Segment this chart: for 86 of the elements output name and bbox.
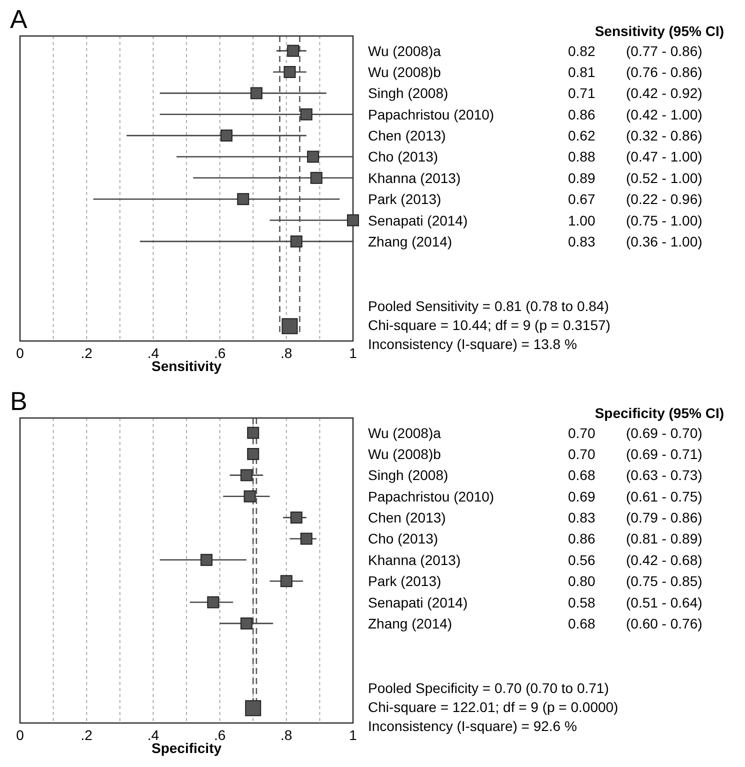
point (290, 235, 302, 248)
point (247, 426, 260, 439)
text: Sensitivity (95% CI) (594, 23, 724, 39)
point (237, 193, 250, 206)
point (245, 700, 262, 716)
point (284, 66, 296, 78)
point (207, 596, 220, 608)
x-tick-label: .2 (80, 345, 93, 361)
point (300, 108, 312, 120)
text: 0.83 (0.36 - 1.00) (568, 233, 702, 250)
y-tick-label: Chen (2013) (368, 510, 446, 526)
point (300, 532, 312, 545)
y-tick-label: Chen (2013) (368, 128, 446, 144)
text: Chi-square = 122.01; df = 9 (p = 0.0000) (368, 699, 618, 715)
point (347, 214, 359, 226)
text: 0.86 (0.42 - 1.00) (568, 106, 702, 122)
text: 0.69 (0.61 - 0.75) (568, 488, 702, 504)
x-tick-label: .6 (214, 345, 226, 361)
y-tick-label: Papachristou (2010) (368, 106, 494, 122)
y-tick-label: Senapati (2014) (368, 594, 468, 610)
text: 0.62 (0.32 - 0.86) (568, 128, 702, 144)
text: 0.56 (0.42 - 0.68) (568, 552, 702, 568)
text: 0.68 (0.63 - 0.73) (568, 467, 702, 484)
x-tick-label: .8 (280, 727, 292, 743)
text: Specificity (95% CI) (594, 405, 724, 421)
text: 0.67 (0.22 - 0.96) (568, 191, 702, 208)
point (290, 512, 302, 524)
x-tick-label: .2 (80, 727, 93, 743)
point (250, 87, 262, 100)
point (287, 44, 300, 57)
text: 0.81 (0.76 - 0.86) (568, 64, 702, 80)
x-tick-label: .8 (280, 345, 292, 361)
y-tick-label: Park (2013) (368, 573, 442, 590)
text: 0.80 (0.75 - 0.85) (568, 573, 702, 590)
point (244, 490, 256, 502)
text: 1.00 (0.75 - 1.00) (568, 212, 702, 228)
y-tick-label: Zhang (2014) (368, 615, 452, 632)
x-tick-label: .4 (147, 345, 160, 361)
text: 0.58 (0.51 - 0.64) (568, 594, 702, 610)
x-tick-label: 1 (349, 345, 358, 361)
y-tick-label: Cho (2013) (368, 530, 438, 547)
text: 0.82 (0.77 - 0.86) (568, 42, 702, 59)
y-tick-label: Wu (2008)b (368, 446, 442, 462)
y-tick-label: Cho (2013) (368, 148, 438, 165)
text: 0.68 (0.60 - 0.76) (568, 615, 702, 632)
text: 0.70 (0.69 - 0.70) (568, 424, 702, 441)
y-tick-label: Park (2013) (368, 191, 442, 208)
x-tick-label: 1 (349, 727, 358, 743)
text: 0.83 (0.79 - 0.86) (568, 510, 702, 526)
text: Pooled Sensitivity = 0.81 (0.78 to 0.84) (368, 298, 609, 314)
text: 0.86 (0.81 - 0.89) (568, 530, 702, 547)
text: Chi-square = 10.44; df = 9 (p = 0.3157) (368, 317, 610, 333)
x-axis-title: Sensitivity (151, 358, 222, 374)
y-tick-label: Khanna (2013) (368, 552, 461, 568)
y-tick-label: Singh (2008) (368, 85, 448, 102)
x-tick-label: 0 (16, 345, 24, 361)
y-tick-label: Wu (2008)a (368, 42, 442, 59)
point (240, 617, 252, 630)
point (220, 130, 232, 142)
y-tick-label: Wu (2008)b (368, 64, 442, 80)
point (282, 318, 298, 334)
text: 0.70 (0.69 - 0.71) (568, 446, 702, 462)
text: 0.88 (0.47 - 1.00) (568, 148, 702, 165)
text: Inconsistency (I-square) = 13.8 % (368, 336, 577, 352)
y-tick-label: Wu (2008)a (368, 424, 442, 441)
text: Inconsistency (I-square) = 92.6 % (368, 718, 577, 734)
y-tick-label: Singh (2008) (368, 467, 448, 484)
text: 0.89 (0.52 - 1.00) (568, 170, 702, 186)
text: Pooled Specificity = 0.70 (0.70 to 0.71) (368, 680, 609, 696)
chart-title: B (10, 386, 28, 416)
y-tick-label: Zhang (2014) (368, 233, 452, 250)
point (200, 554, 212, 566)
y-tick-label: Senapati (2014) (368, 212, 468, 228)
point (240, 469, 252, 482)
point (310, 172, 322, 184)
y-tick-label: Papachristou (2010) (368, 488, 494, 504)
chart-title: A (10, 4, 28, 34)
x-tick-label: .6 (214, 727, 226, 743)
x-tick-label: 0 (16, 727, 24, 743)
point (247, 448, 260, 460)
text: 0.71 (0.42 - 0.92) (568, 85, 702, 102)
point (307, 150, 320, 163)
y-tick-label: Khanna (2013) (368, 170, 461, 186)
x-tick-label: .4 (147, 727, 160, 743)
x-axis-title: Specificity (151, 740, 222, 756)
point (280, 575, 292, 588)
